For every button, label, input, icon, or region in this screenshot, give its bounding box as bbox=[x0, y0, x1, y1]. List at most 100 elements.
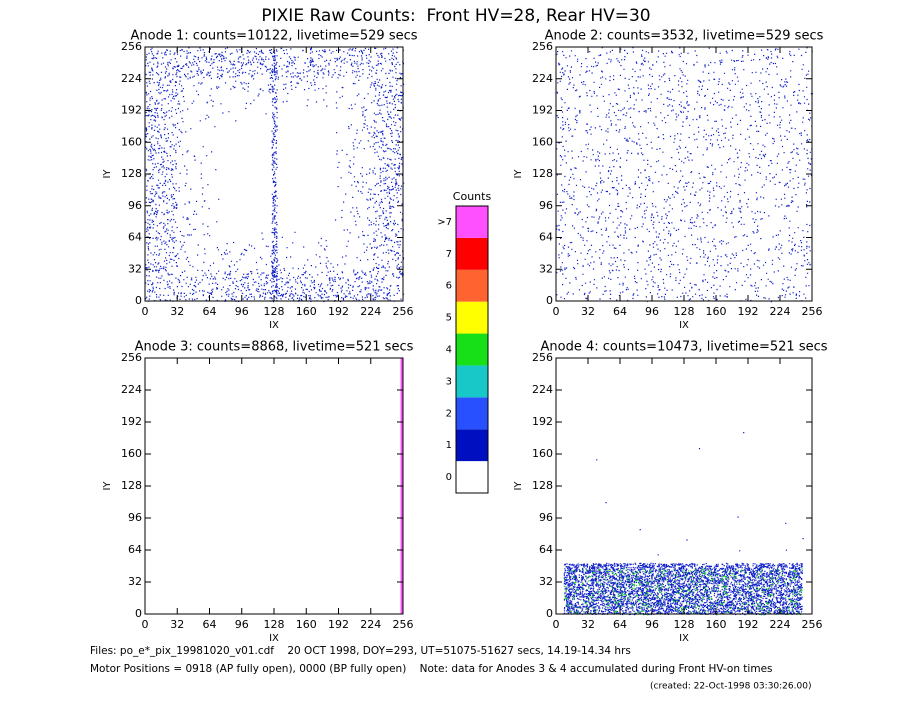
x-tick-label: 224 bbox=[770, 618, 791, 631]
x-tick-label: 0 bbox=[553, 305, 560, 318]
colorbar-cell bbox=[456, 269, 488, 302]
x-tick-label: 96 bbox=[235, 618, 249, 631]
x-tick-label: 224 bbox=[360, 618, 381, 631]
y-tick-label: 32 bbox=[128, 575, 142, 588]
y-tick-label: 128 bbox=[532, 167, 553, 180]
y-tick-label: 96 bbox=[128, 199, 142, 212]
x-tick-label: 32 bbox=[581, 618, 595, 631]
y-tick-label: 256 bbox=[121, 351, 142, 364]
x-tick-label: 192 bbox=[738, 618, 759, 631]
y-tick-label: 160 bbox=[532, 135, 553, 148]
colorbar-label: 6 bbox=[446, 281, 452, 292]
x-tick-label: 0 bbox=[553, 618, 560, 631]
x-tick-label: 224 bbox=[770, 305, 791, 318]
x-tick-label: 256 bbox=[393, 305, 414, 318]
y-tick-label: 192 bbox=[121, 415, 142, 428]
y-axis-label: IY bbox=[102, 169, 113, 179]
x-tick-label: 64 bbox=[203, 305, 217, 318]
x-tick-label: 96 bbox=[645, 618, 659, 631]
x-tick-label: 192 bbox=[738, 305, 759, 318]
x-tick-label: 128 bbox=[264, 305, 285, 318]
page-title: PIXIE Raw Counts: Front HV=28, Rear HV=3… bbox=[261, 6, 650, 26]
y-axis-label: IY bbox=[513, 481, 524, 491]
footer-files: Files: po_e*_pix_19981020_v01.cdf 20 OCT… bbox=[90, 645, 631, 657]
y-tick-label: 224 bbox=[532, 72, 553, 85]
x-tick-label: 192 bbox=[328, 305, 349, 318]
y-tick-label: 128 bbox=[121, 479, 142, 492]
footer-motor: Motor Positions = 0918 (AP fully open), … bbox=[90, 663, 773, 675]
x-tick-label: 0 bbox=[142, 618, 149, 631]
x-tick-label: 0 bbox=[142, 305, 149, 318]
x-axis-label: IX bbox=[679, 320, 689, 331]
x-tick-label: 32 bbox=[170, 305, 184, 318]
colorbar-cell bbox=[456, 365, 488, 398]
y-tick-label: 128 bbox=[121, 167, 142, 180]
x-tick-label: 128 bbox=[264, 618, 285, 631]
y-tick-label: 224 bbox=[121, 72, 142, 85]
x-tick-label: 192 bbox=[328, 618, 349, 631]
footer-created: (created: 22-Oct-1998 03:30:26.00) bbox=[650, 682, 811, 692]
y-tick-label: 256 bbox=[121, 40, 142, 53]
x-axis-label: IX bbox=[679, 633, 689, 644]
x-tick-label: 160 bbox=[706, 618, 727, 631]
y-tick-label: 192 bbox=[121, 104, 142, 117]
y-tick-label: 128 bbox=[532, 479, 553, 492]
y-tick-label: 160 bbox=[121, 135, 142, 148]
y-tick-label: 256 bbox=[532, 351, 553, 364]
x-tick-label: 96 bbox=[235, 305, 249, 318]
x-axis-label: IX bbox=[269, 320, 279, 331]
colorbar-label: 5 bbox=[446, 313, 452, 324]
y-tick-label: 256 bbox=[532, 40, 553, 53]
y-axis-label: IY bbox=[513, 169, 524, 179]
x-tick-label: 128 bbox=[674, 305, 695, 318]
y-tick-label: 32 bbox=[539, 575, 553, 588]
y-tick-label: 192 bbox=[532, 415, 553, 428]
y-tick-label: 64 bbox=[539, 231, 553, 244]
panel-title: Anode 4: counts=10473, livetime=521 secs bbox=[540, 340, 827, 355]
colorbar-cell bbox=[456, 301, 488, 334]
y-tick-label: 64 bbox=[128, 543, 142, 556]
colorbar-label: 7 bbox=[446, 249, 452, 260]
y-tick-label: 64 bbox=[539, 543, 553, 556]
pixel-texture bbox=[563, 568, 803, 616]
x-tick-label: 256 bbox=[802, 305, 823, 318]
x-tick-label: 160 bbox=[706, 305, 727, 318]
colorbar-cell bbox=[456, 429, 488, 462]
x-tick-label: 128 bbox=[674, 618, 695, 631]
x-tick-label: 224 bbox=[360, 305, 381, 318]
colorbar-label: 0 bbox=[446, 472, 452, 483]
y-tick-label: 96 bbox=[539, 511, 553, 524]
y-tick-label: 224 bbox=[121, 383, 142, 396]
panel-title: Anode 2: counts=3532, livetime=529 secs bbox=[545, 29, 824, 44]
y-tick-label: 0 bbox=[135, 294, 142, 307]
y-tick-label: 224 bbox=[532, 383, 553, 396]
colorbar-cell bbox=[456, 461, 488, 493]
panel-title: Anode 1: counts=10122, livetime=529 secs bbox=[130, 29, 417, 44]
x-tick-label: 32 bbox=[170, 618, 184, 631]
x-tick-label: 64 bbox=[613, 618, 627, 631]
x-tick-label: 256 bbox=[393, 618, 414, 631]
colorbar-label: 2 bbox=[446, 408, 452, 419]
y-tick-label: 64 bbox=[128, 231, 142, 244]
colorbar-label: 1 bbox=[446, 440, 452, 451]
x-axis-label: IX bbox=[269, 633, 279, 644]
y-tick-label: 0 bbox=[546, 294, 553, 307]
pixel-texture bbox=[556, 47, 813, 303]
x-tick-label: 64 bbox=[203, 618, 217, 631]
x-tick-label: 64 bbox=[613, 305, 627, 318]
colorbar-label: 3 bbox=[446, 376, 452, 387]
colorbar-cell bbox=[456, 333, 488, 366]
y-tick-label: 192 bbox=[532, 104, 553, 117]
colorbar-label: 4 bbox=[446, 345, 452, 356]
x-tick-label: 160 bbox=[296, 618, 317, 631]
y-tick-label: 0 bbox=[546, 607, 553, 620]
x-tick-label: 32 bbox=[581, 305, 595, 318]
y-tick-label: 32 bbox=[128, 262, 142, 275]
x-tick-label: 96 bbox=[645, 305, 659, 318]
y-axis-label: IY bbox=[102, 481, 113, 491]
colorbar-cell bbox=[456, 397, 488, 430]
y-tick-label: 96 bbox=[539, 199, 553, 212]
y-tick-label: 160 bbox=[532, 447, 553, 460]
pixel-texture bbox=[145, 47, 405, 303]
